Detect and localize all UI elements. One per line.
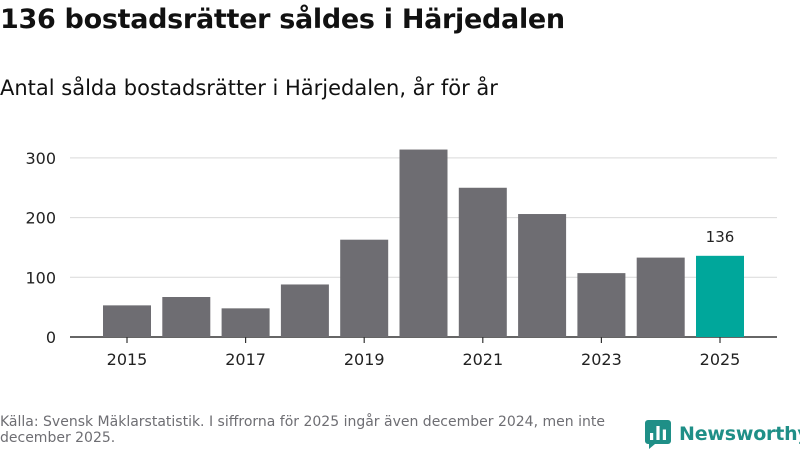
y-tick-label: 200 [25,209,56,228]
source-note: Källa: Svensk Mäklarstatistik. I siffror… [0,414,605,446]
bar-2017 [221,308,270,337]
x-tick-label: 2025 [700,350,741,369]
y-tick-label: 100 [25,268,56,287]
bar-2024 [636,257,685,337]
x-tick-label: 2019 [344,350,385,369]
bar-2025 [696,255,744,337]
y-tick-label: 0 [46,328,56,347]
chart-title: 136 bostadsrätter såldes i Härjedalen [0,4,565,35]
bars [103,149,744,337]
bar-2022 [518,214,567,337]
bar-chart: 0 100 200 300 136 2015 2017 2019 2021 2023 2025 [25,149,777,369]
bar-2018 [280,284,329,337]
bar-2023 [577,273,626,337]
newsworthy-logo: Newsworthy [645,418,800,450]
bar-2019 [340,239,389,337]
y-tick-label: 300 [25,149,56,168]
bar-chart-bubble-icon [645,420,671,449]
data-label: 136 [706,228,735,246]
chart-subtitle: Antal sålda bostadsrätter i Härjedalen, … [0,76,498,100]
labels: 0 100 200 300 136 2015 2017 2019 2021 2023 2025 [25,149,740,369]
bar-2020 [399,149,448,337]
x-tick-label: 2015 [107,350,148,369]
bar-2021 [458,187,507,337]
brand-name: Newsworthy [679,423,800,445]
bar-2015 [103,305,151,337]
x-tick-label: 2023 [581,350,622,369]
bar-2016 [162,297,211,337]
x-tick-label: 2017 [225,350,266,369]
x-tick-label: 2021 [462,350,503,369]
